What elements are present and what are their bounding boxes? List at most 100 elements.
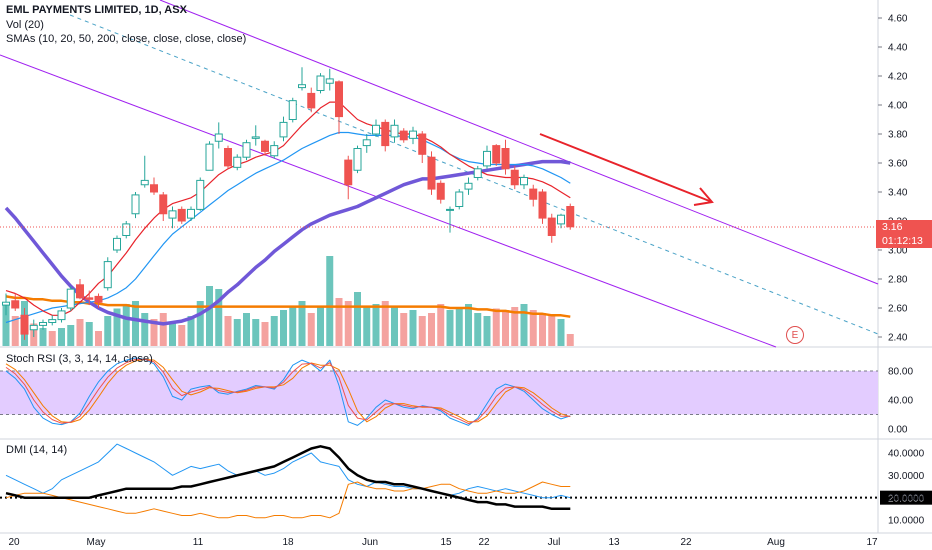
volume-bar [141, 313, 149, 346]
time-tick-label: 22 [680, 537, 692, 548]
candle-body [464, 182, 473, 190]
volume-bar [529, 310, 537, 346]
time-tick-label: 18 [282, 537, 294, 548]
volume-bar [400, 313, 408, 346]
candle-body [76, 284, 84, 299]
earnings-event-marker[interactable]: E [786, 326, 804, 344]
stoch-tick-label: 80.00 [888, 367, 913, 378]
candle-body [270, 145, 279, 157]
legend-volume: Vol (20) [6, 19, 44, 31]
volume-bar [409, 310, 417, 346]
candle-body [473, 168, 482, 179]
candle-body [446, 208, 454, 211]
channel-lower-line [0, 54, 777, 348]
candle-body [150, 184, 158, 193]
dmi-tick-label: 30.0000 [888, 471, 925, 482]
volume-bar [455, 307, 463, 346]
dmi-level-badge [880, 490, 932, 505]
price-tick-label: 3.60 [888, 159, 908, 170]
candle-body [390, 124, 399, 138]
time-tick-label: May [87, 537, 106, 548]
candle-body [159, 194, 168, 215]
candle-body [205, 143, 214, 171]
candle-body [233, 156, 242, 168]
candle-body [362, 139, 371, 147]
volume-bar [11, 316, 19, 346]
regression-channel [0, 0, 879, 348]
time-tick-label: 22 [478, 537, 490, 548]
candle-body [316, 75, 325, 91]
volume-bar [270, 316, 278, 346]
candle-body [335, 81, 343, 118]
volume-bar [85, 322, 93, 346]
volume-bar [150, 319, 158, 346]
volume-bar [539, 313, 546, 346]
price-tick-label: 3.00 [888, 246, 908, 257]
candle-body [140, 179, 149, 186]
candle-body [307, 92, 316, 109]
volume-bar [206, 286, 213, 346]
volume-bar [391, 307, 398, 346]
time-tick-label: 11 [193, 537, 204, 548]
candle-body [510, 169, 519, 186]
minus-di-line [5, 481, 571, 519]
volume-bar [446, 310, 454, 346]
candle-body [501, 148, 510, 170]
price-tick-label: 3.40 [888, 188, 908, 199]
candle-body [279, 121, 288, 138]
candle-body [492, 145, 501, 164]
legend-stoch-rsi: Stoch RSI (3, 3, 14, 14, close) [6, 353, 153, 365]
candle-body [557, 214, 565, 225]
volume-bar [104, 316, 112, 346]
candle-body [113, 237, 121, 251]
price-tick-label: 3.80 [888, 130, 908, 141]
candle-body [427, 156, 436, 190]
volume-bar [95, 331, 102, 346]
volume-bar [428, 313, 435, 346]
volume-bar [502, 310, 509, 346]
dmi-tick-label: 40.0000 [888, 449, 925, 460]
candle-body [85, 297, 94, 300]
dmi-level-badge-label: 20.0000 [888, 494, 925, 505]
volume-bar [418, 316, 426, 346]
sma200-line [5, 295, 571, 318]
volume-bar [39, 328, 47, 346]
candle-body [298, 84, 306, 89]
volume-bar [557, 319, 565, 346]
price-tick-label: 4.60 [888, 14, 908, 25]
candle-body [103, 261, 112, 289]
time-tick-label: Jun [362, 537, 378, 548]
stoch-rsi-pane [0, 357, 878, 426]
candle-body [196, 179, 205, 210]
price-tick-label: 4.20 [888, 72, 908, 83]
candle-body [11, 300, 20, 309]
last-price-badge: 3.16 [876, 220, 932, 234]
candle-body [409, 130, 417, 139]
volume-bar [67, 325, 75, 346]
candle-body [168, 210, 177, 219]
legend-dmi: DMI (14, 14) [6, 444, 68, 456]
legend-smas: SMAs (10, 20, 50, 200, close, close, clo… [6, 33, 247, 45]
time-tick-label: 17 [866, 537, 878, 548]
time-tick-label: Jul [548, 537, 561, 548]
volume-bar [354, 292, 361, 346]
volume-bar [215, 289, 223, 346]
volume-bar [122, 304, 130, 346]
dmi-pane: 20.0000 [0, 443, 932, 519]
candle-body [57, 310, 66, 321]
candle-body [261, 140, 269, 152]
candle-body [48, 319, 57, 324]
plus-di-line [5, 443, 571, 499]
candle-body [566, 206, 575, 228]
volume-bar [243, 313, 250, 346]
volume-bar [381, 301, 389, 346]
candle-body [529, 188, 538, 200]
volume-bar [280, 310, 287, 346]
volume-bar [437, 304, 445, 346]
volume-bar [289, 307, 297, 346]
volume-bar [474, 313, 482, 346]
volume-bar [344, 301, 352, 346]
volume-bar [187, 316, 195, 346]
candle-body [224, 148, 232, 167]
